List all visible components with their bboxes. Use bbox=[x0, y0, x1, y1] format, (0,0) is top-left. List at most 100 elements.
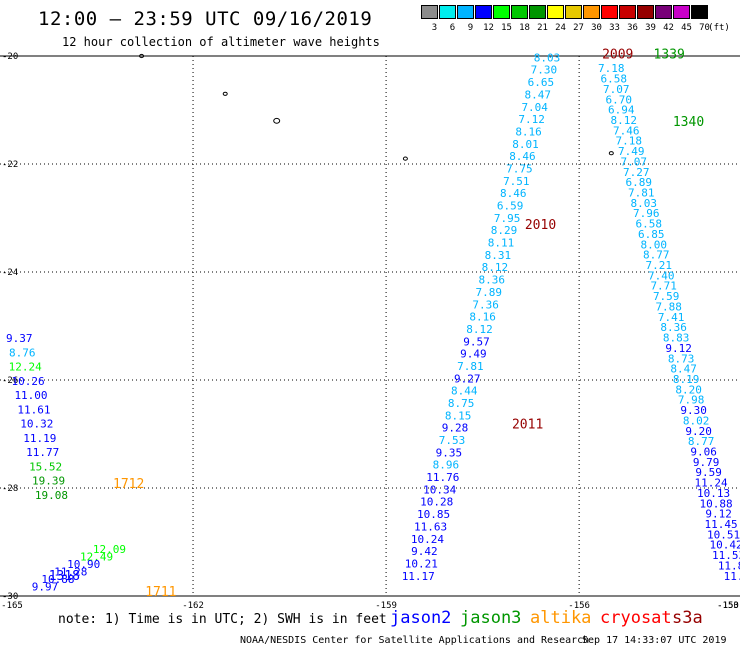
wave-height-point: 7.18 bbox=[616, 135, 643, 148]
wave-height-point: 8.47 bbox=[670, 363, 697, 376]
wave-height-point: 10.88 bbox=[41, 573, 74, 586]
wave-height-point: 8.46 bbox=[500, 187, 527, 200]
colorbar-swatch bbox=[619, 5, 636, 19]
wave-height-point: 7.81 bbox=[628, 187, 655, 200]
wave-height-point: 12.49 bbox=[80, 550, 113, 563]
wave-height-point: 10.24 bbox=[411, 533, 444, 546]
wave-height-point: 11.24 bbox=[695, 477, 728, 490]
wave-height-point: 10.32 bbox=[20, 418, 53, 431]
wave-height-point: 7.40 bbox=[648, 269, 675, 282]
pass-time-label: 1711 bbox=[145, 585, 176, 600]
wave-height-point: 11.8 bbox=[718, 559, 740, 572]
colorbar-swatch bbox=[655, 5, 672, 19]
wave-height-point: 15.52 bbox=[29, 460, 62, 473]
wave-height-point: 11.00 bbox=[14, 389, 47, 402]
colorbar-label: 21 bbox=[537, 23, 548, 33]
wave-height-point: 8.96 bbox=[433, 459, 460, 472]
wave-height-point: 9.27 bbox=[454, 372, 481, 385]
wave-height-point: 6.70 bbox=[606, 93, 633, 106]
wave-height-point: 7.88 bbox=[655, 300, 682, 313]
wave-height-point: 8.00 bbox=[640, 238, 667, 251]
x-tick-label: -153 bbox=[717, 601, 739, 611]
wave-height-point: 9.42 bbox=[411, 545, 438, 558]
x-tick-label: -150 bbox=[717, 601, 739, 611]
colorbar-label: 24 bbox=[555, 23, 566, 33]
wave-height-point: 8.77 bbox=[688, 435, 715, 448]
wave-height-point: 7.75 bbox=[506, 162, 533, 175]
y-tick-label: -24 bbox=[2, 268, 18, 278]
wave-height-point: 8.16 bbox=[469, 311, 496, 324]
colorbar-swatch bbox=[511, 5, 528, 19]
colorbar-label: 9 bbox=[467, 23, 474, 33]
colorbar-label: 39 bbox=[645, 23, 656, 33]
colorbar-label: 42 bbox=[663, 23, 674, 33]
wave-height-point: 9.20 bbox=[685, 425, 712, 438]
wave-height-point: 7.59 bbox=[653, 290, 680, 303]
wave-height-point: 8.31 bbox=[485, 249, 512, 262]
wave-height-point: 11.76 bbox=[426, 471, 459, 484]
pass-time-label: 1318 bbox=[49, 569, 80, 584]
y-tick-label: -22 bbox=[2, 160, 18, 170]
pass-time-label: 2010 bbox=[525, 218, 556, 233]
y-tick-label: -28 bbox=[2, 484, 18, 494]
wave-height-point: 11.77 bbox=[26, 446, 59, 459]
colorbar-label: 18 bbox=[519, 23, 530, 33]
wave-height-point: 8.36 bbox=[479, 274, 506, 287]
wave-height-point: 11.53 bbox=[712, 549, 740, 562]
wave-height-point: 8.44 bbox=[451, 385, 478, 398]
wave-height-point: 9.35 bbox=[436, 446, 463, 459]
wave-height-point: 8.83 bbox=[663, 332, 690, 345]
island-outline bbox=[608, 151, 614, 156]
satellite-s3a: s3a bbox=[672, 608, 703, 628]
wave-height-point: 7.96 bbox=[633, 207, 660, 220]
wave-height-point: 7.53 bbox=[439, 434, 466, 447]
wave-height-point: 10.42 bbox=[710, 539, 740, 552]
wave-height-point: 12.24 bbox=[9, 361, 42, 374]
wave-height-point: 8.77 bbox=[643, 249, 670, 262]
wave-height-point: 7.07 bbox=[621, 155, 648, 168]
pass-time-label: 1339 bbox=[654, 48, 685, 63]
wave-height-point: 8.47 bbox=[525, 88, 552, 101]
wave-height-point: 6.59 bbox=[497, 200, 524, 213]
island-outline bbox=[139, 53, 145, 59]
colorbar-swatch bbox=[529, 5, 546, 19]
wave-height-point: 9.97 bbox=[32, 581, 59, 594]
chart-title: 12:00 — 23:59 UTC 09/16/2019 bbox=[38, 8, 373, 30]
wave-height-point: 9.30 bbox=[680, 404, 707, 417]
wave-height-point: 8.16 bbox=[515, 125, 542, 138]
x-tick-label: -156 bbox=[568, 601, 590, 611]
colorbar-label: 15 bbox=[501, 23, 512, 33]
wave-height-point: 9.12 bbox=[665, 342, 692, 355]
wave-height-point: 9.79 bbox=[693, 456, 720, 469]
wave-height-point: 11.61 bbox=[17, 403, 50, 416]
wave-height-point: 7.98 bbox=[678, 394, 705, 407]
y-tick-label: -30 bbox=[2, 592, 18, 602]
x-tick-label: -162 bbox=[182, 601, 204, 611]
wave-height-point: 11. bbox=[724, 570, 740, 583]
wave-height-point: 7.04 bbox=[521, 101, 548, 114]
island-outline bbox=[222, 91, 228, 96]
credit-line: NOAA/NESDIS Center for Satellite Applica… bbox=[240, 635, 590, 646]
wave-height-point: 8.12 bbox=[611, 114, 638, 127]
colorbar-label: 70 bbox=[699, 23, 710, 33]
pass-time-label: 1340 bbox=[673, 115, 704, 130]
wave-height-point: 7.21 bbox=[645, 259, 672, 272]
wave-height-point: 7.41 bbox=[658, 311, 685, 324]
colorbar-swatch bbox=[601, 5, 618, 19]
colorbar-label: 30 bbox=[591, 23, 602, 33]
x-tick-label: -159 bbox=[375, 601, 397, 611]
satellite-jason3: jason3 bbox=[460, 608, 522, 628]
pass-time-label: 2011 bbox=[512, 418, 543, 433]
wave-height-point: 9.12 bbox=[705, 508, 732, 521]
colorbar-swatch bbox=[439, 5, 456, 19]
x-tick-label: -165 bbox=[1, 601, 23, 611]
pass-time-label: 1712 bbox=[113, 477, 144, 492]
wave-height-point: 6.85 bbox=[638, 228, 665, 241]
wave-height-point: 6.94 bbox=[608, 104, 635, 117]
colorbar-swatch bbox=[547, 5, 564, 19]
wave-height-point: 7.81 bbox=[457, 360, 484, 373]
colorbar-label: 33 bbox=[609, 23, 620, 33]
colorbar-label: 27 bbox=[573, 23, 584, 33]
wave-height-point: 8.03 bbox=[534, 51, 561, 64]
wave-height-point: 7.18 bbox=[598, 62, 625, 75]
